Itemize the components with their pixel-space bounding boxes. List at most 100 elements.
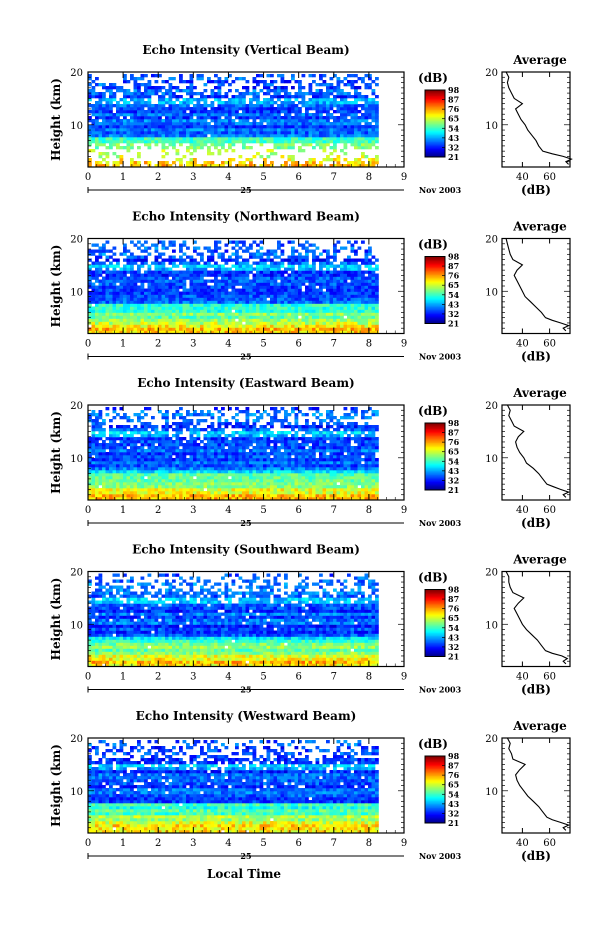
heatmap-cell [375, 265, 379, 268]
heatmap-cell [354, 325, 358, 328]
heatmap-cell [162, 122, 166, 125]
heatmap-cell [221, 274, 225, 277]
heatmap-cell [127, 104, 131, 107]
heatmap-cell [295, 277, 299, 280]
heatmap-cell [151, 310, 155, 313]
heatmap-cell [337, 307, 341, 310]
heatmap-cell [221, 313, 225, 316]
heatmap-cell [256, 92, 260, 95]
heatmap-cell [106, 476, 110, 479]
heatmap-cell [305, 280, 309, 283]
heatmap-cell [246, 104, 250, 107]
heatmap-cell [333, 304, 337, 307]
heatmap-cell [347, 304, 351, 307]
heatmap-cell [274, 80, 278, 83]
heatmap-cell [368, 319, 372, 322]
heatmap-cell [256, 131, 260, 134]
heatmap-cell [193, 488, 197, 491]
heatmap-cell [288, 277, 292, 280]
heatmap-cell [302, 310, 306, 313]
heatmap-cell [337, 313, 341, 316]
heatmap-cell [260, 482, 264, 485]
heatmap-cell [365, 253, 369, 256]
heatmap-cell [284, 137, 288, 140]
heatmap-cell [368, 292, 372, 295]
heatmap-cell [211, 319, 215, 322]
heatmap-cell [365, 125, 369, 128]
heatmap-cell [235, 107, 239, 110]
heatmap-cell [113, 161, 117, 164]
heatmap-cell [200, 277, 204, 280]
heatmap-cell [127, 310, 131, 313]
heatmap-cell [337, 95, 341, 98]
heatmap-cell [344, 277, 348, 280]
heatmap-cell [228, 89, 232, 92]
heatmap-cell [277, 134, 281, 137]
heatmap-cell [207, 298, 211, 301]
heatmap-cell [232, 319, 236, 322]
heatmap-cell [305, 301, 309, 304]
heatmap-cell [305, 140, 309, 143]
heatmap-cell [305, 268, 309, 271]
heatmap-cell [186, 313, 190, 316]
heatmap-cell [179, 292, 183, 295]
heatmap-cell [253, 301, 257, 304]
heatmap-cell [270, 488, 274, 491]
heatmap-cell [246, 128, 250, 131]
heatmap-cell [141, 479, 145, 482]
heatmap-cell [99, 280, 103, 283]
heatmap-cell [330, 83, 334, 86]
heatmap-cell [256, 134, 260, 137]
heatmap-cell [256, 274, 260, 277]
heatmap-cell [144, 140, 148, 143]
heatmap-cell [316, 298, 320, 301]
heatmap-cell [270, 283, 274, 286]
heatmap-cell [242, 491, 246, 494]
heatmap-cell [106, 128, 110, 131]
heatmap-cell [127, 289, 131, 292]
heatmap-cell [267, 83, 271, 86]
heatmap-cell [165, 131, 169, 134]
heatmap-cell [253, 274, 257, 277]
heatmap-cell [197, 482, 201, 485]
heatmap-cell [120, 134, 124, 137]
heatmap-cell [190, 128, 194, 131]
heatmap-cell [291, 304, 295, 307]
heatmap-cell [267, 286, 271, 289]
heatmap-cell [249, 271, 253, 274]
heatmap-cell [372, 286, 376, 289]
heatmap-cell [228, 268, 232, 271]
heatmap-cell [256, 244, 260, 247]
heatmap-cell [155, 268, 159, 271]
heatmap-cell [305, 128, 309, 131]
heatmap-cell [172, 128, 176, 131]
heatmap-cell [228, 125, 232, 128]
heatmap-cell [127, 280, 131, 283]
heatmap-cell [295, 137, 299, 140]
heatmap-cell [242, 494, 246, 497]
heatmap-cell [267, 250, 271, 253]
heatmap-cell [155, 110, 159, 113]
heatmap-cell [204, 292, 208, 295]
heatmap-cell [319, 283, 323, 286]
heatmap-cell [218, 280, 222, 283]
heatmap-cell [204, 479, 208, 482]
heatmap-cell [102, 92, 106, 95]
heatmap-cell [274, 494, 278, 497]
heatmap-cell [305, 113, 309, 116]
heatmap-cell [340, 113, 344, 116]
heatmap-cell [151, 137, 155, 140]
heatmap-cell [288, 116, 292, 119]
heatmap-cell [127, 80, 131, 83]
heatmap-cell [270, 307, 274, 310]
heatmap-cell [127, 137, 131, 140]
heatmap-cell [358, 325, 362, 328]
heatmap-cell [242, 86, 246, 89]
heatmap-cell [249, 256, 253, 259]
heatmap-cell [242, 292, 246, 295]
heatmap-cell [113, 322, 117, 325]
heatmap-cell [298, 149, 302, 152]
heatmap-cell [207, 274, 211, 277]
heatmap-cell [148, 298, 152, 301]
heatmap-cell [169, 283, 173, 286]
